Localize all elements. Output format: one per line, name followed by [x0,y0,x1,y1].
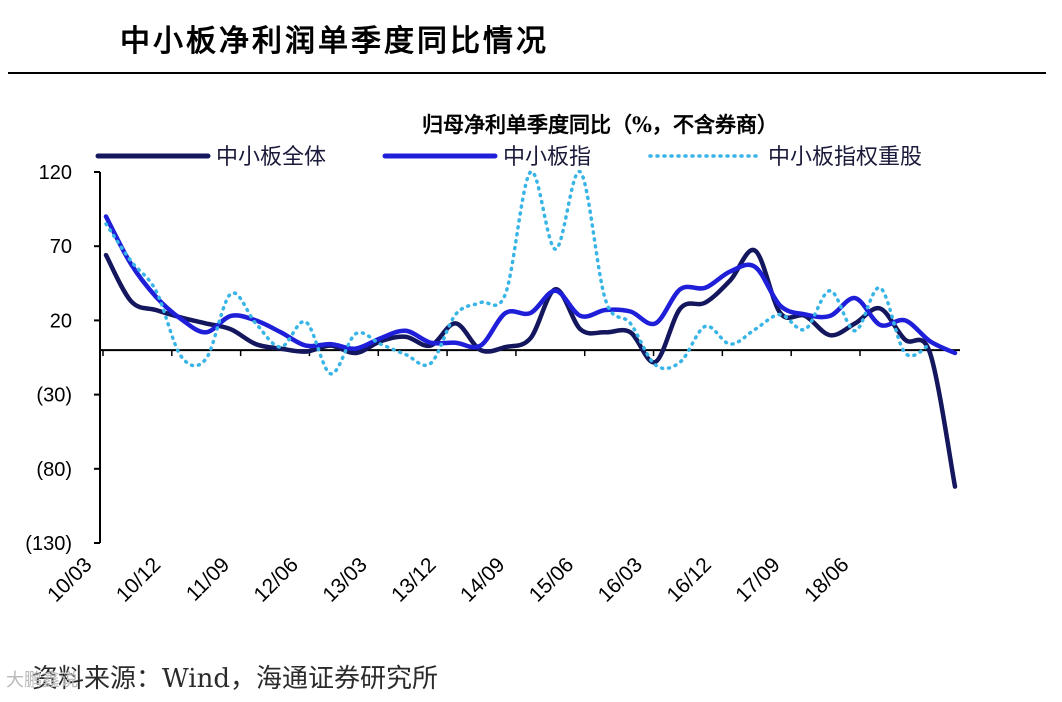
x-tick-label: 16/03 [594,553,647,606]
x-tick-label: 10/12 [112,553,165,606]
x-tick-label: 15/06 [525,553,578,606]
y-tick-label: (130) [25,533,72,555]
legend-label-3: 中小板指权重股 [768,145,922,170]
x-tick-label: 12/06 [250,553,303,606]
y-tick-label: (80) [36,459,72,481]
y-tick-label: (30) [36,385,72,407]
page-title: 中小板净利润单季度同比情况 [120,24,549,59]
series-line-3 [104,170,932,376]
legend-label-2: 中小板指 [503,145,591,170]
y-tick-label: 120 [39,162,72,184]
x-tick-label: 18/06 [800,553,853,606]
series-line-2 [103,214,958,356]
x-tick-label: 14/09 [456,553,509,606]
title-divider [8,72,1046,74]
x-tick-label: 13/03 [318,553,371,606]
x-tick-label: 13/12 [387,553,440,606]
x-tick-label: 17/09 [731,553,784,606]
y-tick-label: 70 [50,236,72,258]
axes [94,171,960,544]
legend: 中小板全体 中小板指 中小板指权重股 [95,145,922,170]
series-line-1 [103,247,958,489]
x-tick-label: 16/12 [662,553,715,606]
x-tick-label: 11/09 [182,553,234,605]
chart-title: 归母净利单季度同比（%，不含券商） [422,112,778,137]
watermark: 大鹏鑫说 [6,670,78,691]
y-tick-label: 20 [50,310,72,332]
legend-label-1: 中小板全体 [216,145,326,170]
tick-labels: 120 70 20 (30) (80) (130)10/03 10/12 11/09 12/06… [25,162,853,607]
x-tick-label: 10/03 [43,553,96,606]
source-note: 资料来源：Wind，海通证券研究所 [32,664,438,694]
series-layer [103,170,958,489]
